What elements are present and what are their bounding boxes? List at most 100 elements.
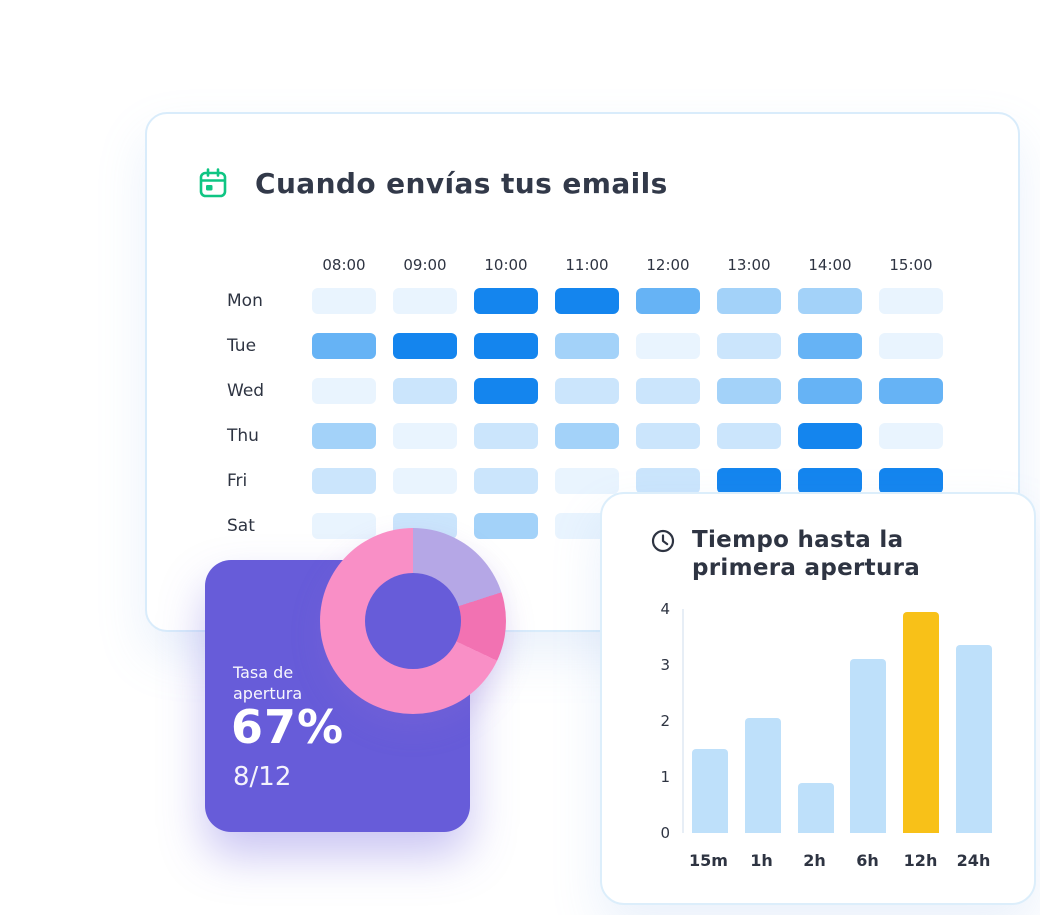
heatmap-column-header: 15:00 <box>889 256 933 274</box>
x-axis-category-label: 24h <box>956 851 991 870</box>
heatmap-cell <box>798 423 862 449</box>
heatmap-column-header: 12:00 <box>646 256 690 274</box>
heatmap-cell <box>636 378 700 404</box>
heatmap-cell <box>474 423 538 449</box>
open-rate-value: 67% <box>231 700 345 754</box>
heatmap-cell <box>474 378 538 404</box>
heatmap-cell <box>393 468 457 494</box>
bar <box>850 659 887 833</box>
heatmap-cell <box>555 333 619 359</box>
heatmap-cell <box>879 333 943 359</box>
first-open-card-header: Tiempo hasta la primera apertura <box>650 526 920 582</box>
heatmap-cell <box>555 423 619 449</box>
heatmap-row-label: Tue <box>227 336 257 356</box>
heatmap-header-row: 08:00 09:00 10:00 11:00 12:00 13:00 14:00 15:00 <box>227 252 943 278</box>
bar-slot <box>947 609 1000 833</box>
heatmap-cell <box>717 288 781 314</box>
heatmap-cell <box>393 333 457 359</box>
open-rate-donut-chart <box>320 528 506 714</box>
heatmap-cell <box>393 423 457 449</box>
send-time-card-header: Cuando envías tus emails <box>197 166 668 200</box>
bar <box>745 718 781 833</box>
open-rate-label: Tasa de apertura <box>233 663 303 703</box>
heatmap-cell <box>798 333 862 359</box>
heatmap-cell <box>717 423 781 449</box>
heatmap-cell <box>555 378 619 404</box>
heatmap-cell <box>312 423 376 449</box>
heatmap-row-label: Sat <box>227 516 255 536</box>
x-axis-category-label: 1h <box>750 851 773 870</box>
x-axis: 15m 1h 2h 6h 12h 24h <box>682 851 1000 870</box>
heatmap-cell <box>636 333 700 359</box>
heatmap-cell <box>717 378 781 404</box>
heatmap-cell <box>717 468 781 494</box>
heatmap-cell <box>312 378 376 404</box>
bar <box>903 611 940 833</box>
bar <box>797 782 834 833</box>
bar-slot <box>789 609 842 833</box>
send-time-card-title: Cuando envías tus emails <box>255 166 668 200</box>
bar <box>692 749 729 833</box>
donut-hole <box>365 573 461 669</box>
heatmap-cell <box>393 288 457 314</box>
plot-area <box>682 609 1000 833</box>
heatmap-cell <box>879 423 943 449</box>
bar-slot <box>684 609 737 833</box>
x-axis-category-label: 2h <box>803 851 826 870</box>
heatmap-column-header: 11:00 <box>565 256 609 274</box>
y-axis: 0 1 2 3 4 <box>648 600 670 842</box>
heatmap-corner <box>227 252 295 278</box>
heatmap-cell <box>474 333 538 359</box>
clock-icon <box>650 526 676 582</box>
heatmap-cell <box>474 468 538 494</box>
x-axis-category-label: 15m <box>689 851 728 870</box>
heatmap-row-label: Thu <box>227 426 259 446</box>
heatmap-cell <box>717 333 781 359</box>
heatmap-cell <box>474 513 538 539</box>
title-line: primera apertura <box>692 555 921 581</box>
heatmap-column-header: 08:00 <box>322 256 366 274</box>
bar-slot <box>895 609 948 833</box>
heatmap-cell <box>798 378 862 404</box>
heatmap-cell <box>555 288 619 314</box>
heatmap-cell <box>879 378 943 404</box>
heatmap-cell <box>474 288 538 314</box>
heatmap-column-header: 13:00 <box>727 256 771 274</box>
heatmap-cell <box>312 513 376 539</box>
heatmap-cell <box>393 378 457 404</box>
heatmap-cell <box>879 288 943 314</box>
heatmap-cell <box>312 468 376 494</box>
heatmap-cell <box>636 423 700 449</box>
first-open-card-title: Tiempo hasta la primera apertura <box>692 526 920 582</box>
x-axis-category-label: 6h <box>856 851 879 870</box>
y-axis-tick-label: 3 <box>660 656 670 674</box>
heatmap-cell <box>312 333 376 359</box>
y-axis-tick-label: 1 <box>660 768 670 786</box>
heatmap-column-header: 10:00 <box>484 256 528 274</box>
heatmap-cell <box>879 468 943 494</box>
bar-slot <box>737 609 790 833</box>
y-axis-tick-label: 0 <box>660 824 670 842</box>
bar-slot <box>842 609 895 833</box>
calendar-icon <box>197 166 229 200</box>
open-rate-fraction: 8/12 <box>233 762 292 792</box>
bar <box>955 645 992 833</box>
y-axis-tick-label: 2 <box>660 712 670 730</box>
y-axis-tick-label: 4 <box>660 600 670 618</box>
heatmap-cell <box>636 468 700 494</box>
first-open-bar-chart: 0 1 2 3 4 15m 1h 2h 6h 12h 24h <box>648 600 1000 870</box>
heatmap-row-label: Wed <box>227 381 265 401</box>
title-line: Tiempo hasta la <box>692 527 904 553</box>
heatmap-cell <box>798 288 862 314</box>
heatmap-cell <box>555 468 619 494</box>
heatmap-cell <box>312 288 376 314</box>
heatmap-cell <box>798 468 862 494</box>
heatmap-column-header: 09:00 <box>403 256 447 274</box>
heatmap-row-label: Mon <box>227 291 263 311</box>
x-axis-category-label: 12h <box>903 851 938 870</box>
heatmap-cell <box>636 288 700 314</box>
first-open-card: Tiempo hasta la primera apertura 0 1 2 3 4 1… <box>600 492 1036 905</box>
heatmap-row-label: Fri <box>227 471 248 491</box>
heatmap-column-header: 14:00 <box>808 256 852 274</box>
